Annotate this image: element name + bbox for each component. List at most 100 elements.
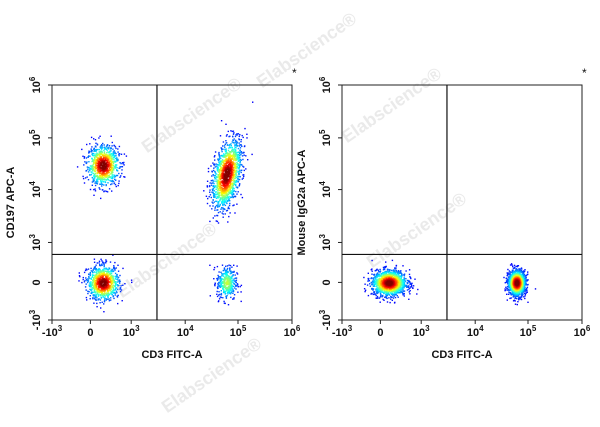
event-dot xyxy=(221,207,223,209)
event-dot xyxy=(95,271,97,274)
event-dot xyxy=(106,156,109,158)
event-dot xyxy=(109,179,111,182)
event-dot xyxy=(99,271,102,273)
event-dot xyxy=(408,273,411,276)
event-dot xyxy=(386,292,388,295)
event-dot xyxy=(242,174,244,176)
event-dot xyxy=(384,288,386,290)
event-dot xyxy=(240,159,242,161)
event-dot xyxy=(112,152,115,155)
event-dot xyxy=(112,278,114,281)
event-dot xyxy=(234,170,236,173)
event-dot xyxy=(235,164,238,166)
event-dot xyxy=(97,276,99,278)
event-dot xyxy=(91,288,93,291)
event-dot xyxy=(94,153,96,155)
y-tick-label: 0 xyxy=(321,279,333,285)
event-dot xyxy=(112,270,115,273)
event-dot xyxy=(94,298,96,300)
event-dot xyxy=(96,174,99,177)
event-dot xyxy=(107,147,109,149)
event-dot xyxy=(98,148,100,151)
event-dot xyxy=(385,294,387,297)
event-dot xyxy=(117,276,120,278)
event-dot xyxy=(96,179,99,181)
event-dot xyxy=(226,176,228,178)
event-dot xyxy=(224,163,226,166)
event-dot xyxy=(378,297,381,299)
event-dot xyxy=(109,168,111,171)
event-dot xyxy=(101,167,103,169)
event-dot xyxy=(112,288,115,290)
event-dot xyxy=(226,158,228,161)
event-dot xyxy=(382,291,384,293)
event-dot xyxy=(226,278,228,281)
event-dot xyxy=(372,288,375,290)
event-dot xyxy=(235,186,238,188)
event-dot xyxy=(118,172,120,175)
event-dot xyxy=(101,177,103,180)
event-dot xyxy=(112,171,114,173)
event-dot xyxy=(108,145,111,147)
event-dot xyxy=(377,280,379,283)
event-dot xyxy=(398,289,400,292)
event-dot xyxy=(105,262,107,264)
event-dot xyxy=(220,166,222,169)
event-dot xyxy=(105,274,107,277)
event-dot xyxy=(113,158,115,161)
event-dot xyxy=(230,179,232,181)
event-dot xyxy=(209,295,211,297)
event-dot xyxy=(114,292,117,294)
event-dot xyxy=(94,182,96,184)
event-dot xyxy=(234,146,236,149)
event-dot xyxy=(409,283,411,285)
event-dot xyxy=(106,146,108,148)
event-dot xyxy=(98,282,100,284)
event-dot xyxy=(102,286,104,289)
event-dot xyxy=(416,293,418,295)
event-dot xyxy=(102,269,104,271)
event-dot xyxy=(212,179,214,181)
event-dot xyxy=(230,296,232,299)
event-dot xyxy=(387,276,390,279)
event-dot xyxy=(213,156,216,158)
event-dot xyxy=(113,175,115,178)
event-dot xyxy=(113,281,115,284)
event-dot xyxy=(225,174,228,177)
event-dot xyxy=(217,200,220,203)
event-dot xyxy=(93,188,95,191)
event-dot xyxy=(225,277,228,280)
y-tick-label: 103 xyxy=(318,234,333,251)
event-dot xyxy=(100,181,102,183)
event-dot xyxy=(220,120,223,122)
event-dot xyxy=(113,267,115,270)
event-dot xyxy=(104,169,106,171)
event-dot xyxy=(101,172,104,174)
event-dot xyxy=(222,164,224,166)
event-dot xyxy=(108,176,111,178)
event-dot xyxy=(224,195,227,197)
event-dot xyxy=(231,290,233,292)
event-dot xyxy=(207,167,210,170)
event-dot xyxy=(95,166,97,169)
event-dot xyxy=(236,133,238,135)
event-dot xyxy=(86,280,88,282)
event-dot xyxy=(216,265,219,268)
event-dot xyxy=(379,301,381,303)
event-dot xyxy=(94,149,96,151)
event-dot xyxy=(99,172,102,174)
event-dot xyxy=(227,293,229,295)
event-dot xyxy=(110,288,112,290)
event-dot xyxy=(235,173,237,175)
event-dot xyxy=(233,142,235,144)
event-dot xyxy=(212,169,215,172)
event-dot xyxy=(103,299,106,301)
event-dot xyxy=(228,292,231,294)
event-dot xyxy=(92,297,94,299)
event-dot xyxy=(410,282,412,285)
event-dot xyxy=(218,196,220,198)
event-dot xyxy=(374,293,377,295)
event-dot xyxy=(245,168,247,170)
event-dot xyxy=(110,275,112,277)
event-dot xyxy=(112,168,115,171)
